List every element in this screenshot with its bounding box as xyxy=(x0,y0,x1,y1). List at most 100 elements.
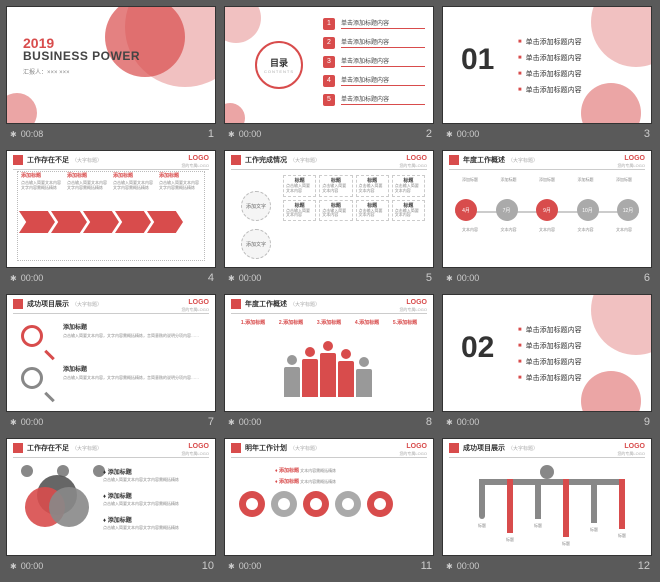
slide-10[interactable]: 工作存在不足（大字标题） LOGO 您的专属LOGO ♦ 添加标题点击输入简要文… xyxy=(6,438,216,556)
slide-number: 8 xyxy=(426,416,432,428)
tree-branch xyxy=(479,479,485,519)
toc-row: 3单击添加标题内容 xyxy=(323,56,425,68)
animation-icon[interactable]: ✱ xyxy=(446,562,453,571)
bubble-icon xyxy=(239,491,265,517)
slide-cell-11[interactable]: 明年工作计划（大字标题） LOGO 您的专属LOGO ♦ 添加标题 文本内容需概… xyxy=(224,438,436,576)
divider xyxy=(231,313,427,314)
legend: ♦ 添加标题 文本内容需概括精炼 ♦ 添加标题 文本内容需概括精炼 xyxy=(275,467,423,489)
tree-branch xyxy=(507,479,513,533)
slide-cell-8[interactable]: 年度工作概述（大字标题） LOGO 您的专属LOGO 1.添加标题 2.添加标题… xyxy=(224,294,436,432)
slide-cell-2[interactable]: 目录 CONTENTS 1单击添加标题内容 2单击添加标题内容 3单击添加标题内… xyxy=(224,6,436,144)
header-marker-icon xyxy=(449,443,459,453)
section-number: 02 xyxy=(461,331,494,365)
slide-9[interactable]: 02 单击添加标题内容 单击添加标题内容 单击添加标题内容 单击添加标题内容 xyxy=(442,294,652,412)
tree-label: 标题 xyxy=(469,523,495,529)
label-row: 1.添加标题 2.添加标题 3.添加标题 4.添加标题 5.添加标题 xyxy=(235,319,423,326)
header-marker-icon xyxy=(449,155,459,165)
person-bar xyxy=(338,361,354,397)
content-header: 工作存在不足（大字标题） xyxy=(13,443,102,453)
content-header: 成功项目展示（大字标题） xyxy=(449,443,538,453)
decor-circle xyxy=(224,103,245,124)
slide-number: 1 xyxy=(208,128,214,140)
bullet-list: 单击添加标题内容 单击添加标题内容 单击添加标题内容 单击添加标题内容 xyxy=(518,325,582,389)
divider xyxy=(231,169,427,170)
bubble-icon xyxy=(271,491,297,517)
slide-4[interactable]: 工作存在不足（大字标题） LOGO 您的专属LOGO 添加标题点击输入简要文本内… xyxy=(6,150,216,268)
header-marker-icon xyxy=(13,443,23,453)
slide-8[interactable]: 年度工作概述（大字标题） LOGO 您的专属LOGO 1.添加标题 2.添加标题… xyxy=(224,294,434,412)
header-marker-icon xyxy=(13,155,23,165)
slide-7[interactable]: 成功项目展示（大字标题） LOGO 您的专属LOGO 添加标题点击输入简要文本内… xyxy=(6,294,216,412)
animation-icon[interactable]: ✱ xyxy=(446,274,453,283)
bubble-icon xyxy=(367,491,393,517)
slide-footer: ✱00:00 6 xyxy=(442,268,654,288)
slide-2[interactable]: 目录 CONTENTS 1单击添加标题内容 2单击添加标题内容 3单击添加标题内… xyxy=(224,6,434,124)
slide-11[interactable]: 明年工作计划（大字标题） LOGO 您的专属LOGO ♦ 添加标题 文本内容需概… xyxy=(224,438,434,556)
animation-icon[interactable]: ✱ xyxy=(228,130,235,139)
slide-3[interactable]: 01 单击添加标题内容 单击添加标题内容 单击添加标题内容 单击添加标题内容 xyxy=(442,6,652,124)
slide-6[interactable]: 年度工作概述（大字标题） LOGO 您的专属LOGO 添加标题添加标题添加标题添… xyxy=(442,150,652,268)
divider xyxy=(13,169,209,170)
bullet: 单击添加标题内容 xyxy=(518,85,582,95)
slide-time: 00:00 xyxy=(239,273,262,283)
timeline-labels-top: 添加标题添加标题添加标题添加标题添加标题 xyxy=(455,177,639,183)
slide-1[interactable]: 2019 BUSINESS POWER 汇报人：××× ××× xyxy=(6,6,216,124)
subtitle: 汇报人：××× ××× xyxy=(23,67,70,76)
animation-icon[interactable]: ✱ xyxy=(10,274,17,283)
tree-branch xyxy=(591,479,597,523)
magnifier-icon xyxy=(21,367,49,395)
animation-icon[interactable]: ✱ xyxy=(10,130,17,139)
slide-cell-9[interactable]: 02 单击添加标题内容 单击添加标题内容 单击添加标题内容 单击添加标题内容 ✱… xyxy=(442,294,654,432)
tree-root xyxy=(540,465,554,479)
main-title: BUSINESS POWER xyxy=(23,49,140,63)
slide-footer: ✱00:00 10 xyxy=(6,556,218,576)
slide-time: 00:00 xyxy=(21,561,44,571)
slide-5[interactable]: 工作完成情况（大字标题） LOGO 您的专属LOGO 添加文字 添加文字 标题点… xyxy=(224,150,434,268)
content-header: 工作存在不足（大字标题） xyxy=(13,155,102,165)
content-header: 工作完成情况（大字标题） xyxy=(231,155,320,165)
animation-icon[interactable]: ✱ xyxy=(10,562,17,571)
slide-cell-5[interactable]: 工作完成情况（大字标题） LOGO 您的专属LOGO 添加文字 添加文字 标题点… xyxy=(224,150,436,288)
bullet: 单击添加标题内容 xyxy=(518,37,582,47)
people-chart xyxy=(283,353,373,397)
timeline-node: 9月 xyxy=(536,199,558,221)
text-circle: 添加文字 xyxy=(241,229,271,259)
magnifier-icon xyxy=(21,325,49,353)
animation-icon[interactable]: ✱ xyxy=(228,274,235,283)
slide-number: 2 xyxy=(426,128,432,140)
content-header: 成功项目展示（大字标题） xyxy=(13,299,102,309)
timeline-labels-bottom: 文本内容文本内容文本内容文本内容文本内容 xyxy=(455,227,639,233)
slide-time: 00:00 xyxy=(457,273,480,283)
timeline-nodes: 4月 7月 9月 10月 12月 xyxy=(455,199,639,221)
slide-cell-10[interactable]: 工作存在不足（大字标题） LOGO 您的专属LOGO ♦ 添加标题点击输入简要文… xyxy=(6,438,218,576)
animation-icon[interactable]: ✱ xyxy=(10,418,17,427)
animation-icon[interactable]: ✱ xyxy=(446,130,453,139)
logo-text: LOGO xyxy=(624,443,645,450)
bullet: 单击添加标题内容 xyxy=(518,325,582,335)
slide-time: 00:00 xyxy=(21,417,44,427)
logo-text: LOGO xyxy=(188,155,209,162)
slide-cell-1[interactable]: 2019 BUSINESS POWER 汇报人：××× ××× ✱00:08 1 xyxy=(6,6,218,144)
tree-label: 标题 xyxy=(581,527,607,533)
slide-cell-4[interactable]: 工作存在不足（大字标题） LOGO 您的专属LOGO 添加标题点击输入简要文本内… xyxy=(6,150,218,288)
arrow-shape xyxy=(83,211,119,233)
toc-row: 4单击添加标题内容 xyxy=(323,75,425,87)
slide-number: 7 xyxy=(208,416,214,428)
bullet: 单击添加标题内容 xyxy=(518,373,582,383)
slide-cell-12[interactable]: 成功项目展示（大字标题） LOGO 您的专属LOGO 标题 标题 标题 标题 标… xyxy=(442,438,654,576)
logo-text: LOGO xyxy=(624,155,645,162)
text-block: 添加标题点击输入简要文本内容，文字内容需概括精炼，言简意赅的说明分项内容…… xyxy=(63,325,199,338)
toc-subtitle: CONTENTS xyxy=(264,69,294,74)
bubble-row xyxy=(239,491,399,517)
slide-cell-6[interactable]: 年度工作概述（大字标题） LOGO 您的专属LOGO 添加标题添加标题添加标题添… xyxy=(442,150,654,288)
slides-grid: 2019 BUSINESS POWER 汇报人：××× ××× ✱00:08 1… xyxy=(0,0,660,582)
slide-cell-7[interactable]: 成功项目展示（大字标题） LOGO 您的专属LOGO 添加标题点击输入简要文本内… xyxy=(6,294,218,432)
tree-label: 标题 xyxy=(525,523,551,529)
timeline-node: 7月 xyxy=(496,199,518,221)
animation-icon[interactable]: ✱ xyxy=(228,418,235,427)
slide-12[interactable]: 成功项目展示（大字标题） LOGO 您的专属LOGO 标题 标题 标题 标题 标… xyxy=(442,438,652,556)
decor-circle xyxy=(581,83,641,124)
slide-cell-3[interactable]: 01 单击添加标题内容 单击添加标题内容 单击添加标题内容 单击添加标题内容 ✱… xyxy=(442,6,654,144)
animation-icon[interactable]: ✱ xyxy=(228,562,235,571)
animation-icon[interactable]: ✱ xyxy=(446,418,453,427)
